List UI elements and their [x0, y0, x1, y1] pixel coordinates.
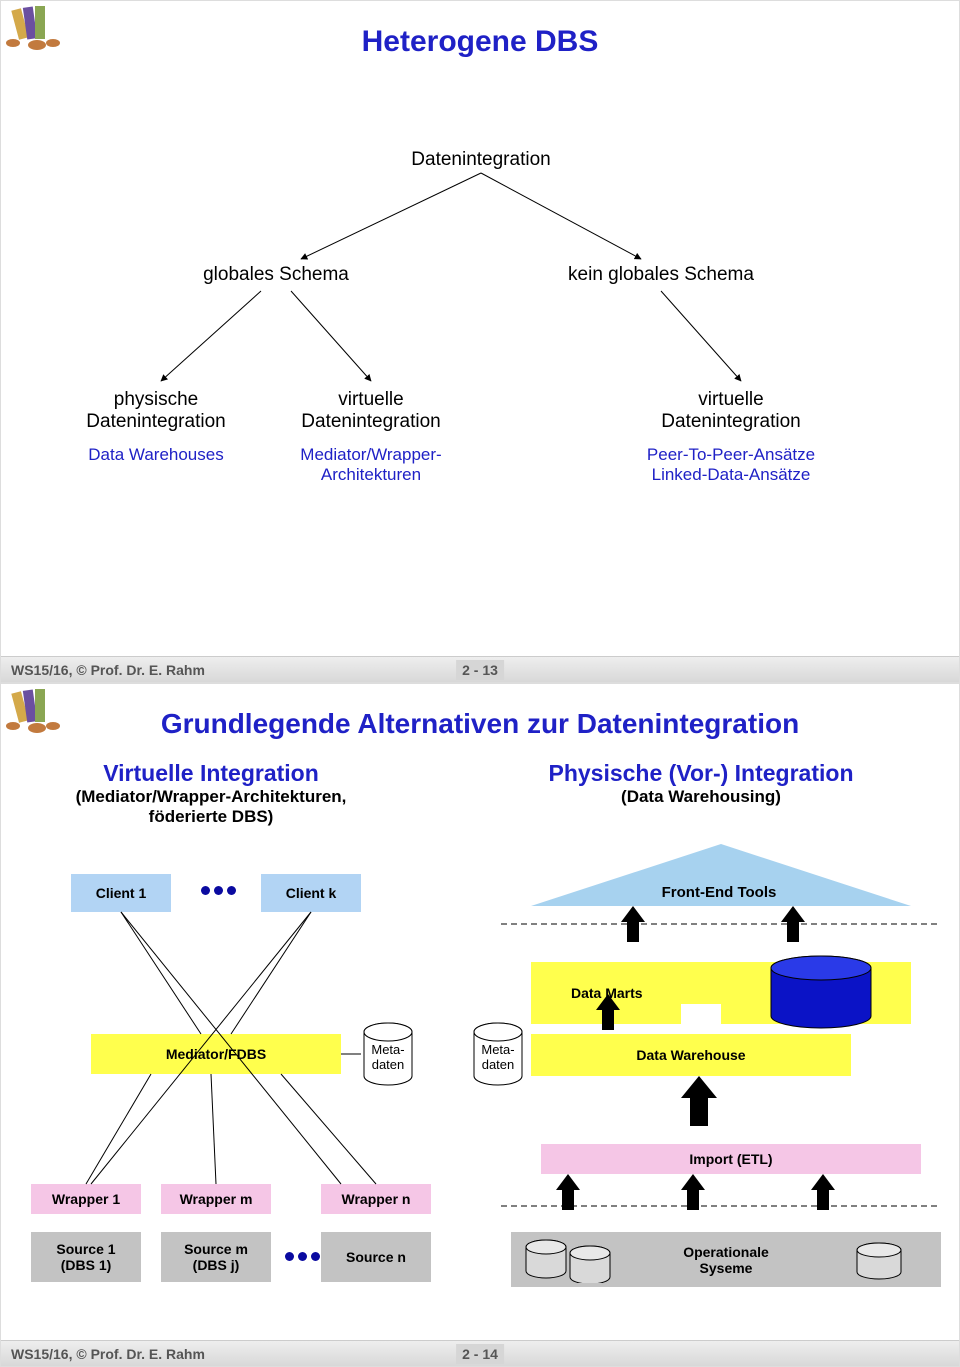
data-marts: Data Marts [531, 962, 911, 1024]
metadata-label-left: Meta- daten [363, 1042, 413, 1072]
source-n: Source n [321, 1232, 431, 1282]
tree-edges [1, 1, 960, 684]
dashed-1 [501, 922, 941, 926]
dots-sources [285, 1252, 320, 1261]
source-1: Source 1 (DBS 1) [31, 1232, 141, 1282]
client-1: Client 1 [71, 874, 171, 912]
footer-left-2: WS15/16, © Prof. Dr. E. Rahm [1, 1346, 205, 1362]
tree-l3-1: virtuelle Datenintegration [291, 389, 451, 433]
tree-l3-1-sub: Mediator/Wrapper-Architekturen [251, 445, 491, 485]
import-etl: Import (ETL) [541, 1144, 921, 1174]
tree-l2-1: kein globales Schema [556, 264, 766, 286]
data-warehouse: Data Warehouse [531, 1034, 851, 1076]
slide2-title: Grundlegende Alternativen zur Dateninteg… [1, 684, 959, 740]
slide-2: Grundlegende Alternativen zur Dateninteg… [0, 683, 960, 1367]
tree-l3-2: virtuelle Datenintegration [651, 389, 811, 433]
tree-l3-0: physische Datenintegration [76, 389, 236, 433]
slide2-footer: WS15/16, © Prof. Dr. E. Rahm 2 - 14 [1, 1340, 959, 1366]
metadata-label-right: Meta- daten [473, 1042, 523, 1072]
marts-notch [681, 1004, 721, 1024]
tree-l3-2-sub: Peer-To-Peer-Ansätze Linked-Data-Ansätze [631, 445, 831, 485]
slide1-footer: WS15/16, © Prof. Dr. E. Rahm 2 - 13 [1, 656, 959, 682]
frontend-triangle [531, 844, 911, 914]
tree-l2-0: globales Schema [191, 264, 361, 286]
left-header: Virtuelle Integration (Mediator/Wrapper-… [31, 760, 391, 827]
footer-left: WS15/16, © Prof. Dr. E. Rahm [1, 662, 205, 678]
dots-clients [201, 886, 236, 895]
tree-root: Datenintegration [411, 149, 551, 171]
slide1-title: Heterogene DBS [1, 1, 959, 59]
footer-page: 2 - 13 [456, 660, 504, 680]
footer-page-2: 2 - 14 [456, 1344, 504, 1364]
mediator-box: Mediator/FDBS [91, 1034, 341, 1074]
right-header: Physische (Vor-) Integration (Data Wareh… [491, 760, 911, 807]
client-k: Client k [261, 874, 361, 912]
slide-1: Heterogene DBS Datenintegration globales… [0, 0, 960, 683]
wrapper-n: Wrapper n [321, 1184, 431, 1214]
wrapper-m: Wrapper m [161, 1184, 271, 1214]
meta-connector [341, 1052, 361, 1056]
wrapper-1: Wrapper 1 [31, 1184, 141, 1214]
operational-systems: Operationale Syseme [511, 1232, 941, 1287]
source-m: Source m (DBS j) [161, 1232, 271, 1282]
dashed-2 [501, 1204, 941, 1208]
frontend-label: Front-End Tools [619, 884, 819, 901]
tree-l3-0-sub: Data Warehouses [76, 445, 236, 465]
